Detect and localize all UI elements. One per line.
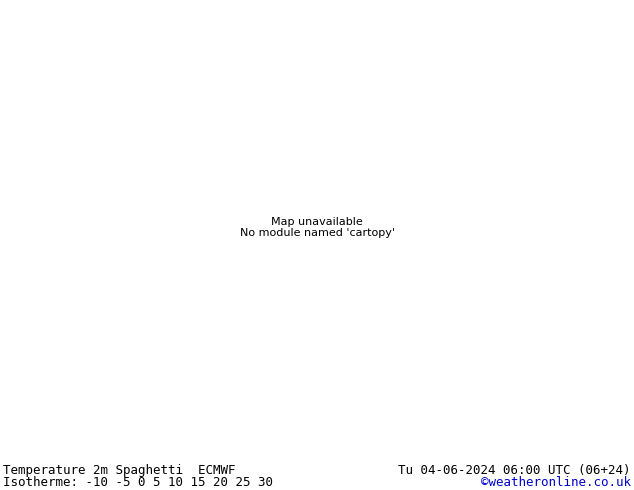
Text: Map unavailable
No module named 'cartopy': Map unavailable No module named 'cartopy… [240, 217, 394, 238]
Text: ©weatheronline.co.uk: ©weatheronline.co.uk [481, 476, 631, 490]
Text: Temperature 2m Spaghetti  ECMWF: Temperature 2m Spaghetti ECMWF [3, 464, 236, 477]
Text: Isotherme: -10 -5 0 5 10 15 20 25 30: Isotherme: -10 -5 0 5 10 15 20 25 30 [3, 476, 273, 490]
Text: Tu 04-06-2024 06:00 UTC (06+24): Tu 04-06-2024 06:00 UTC (06+24) [398, 464, 631, 477]
